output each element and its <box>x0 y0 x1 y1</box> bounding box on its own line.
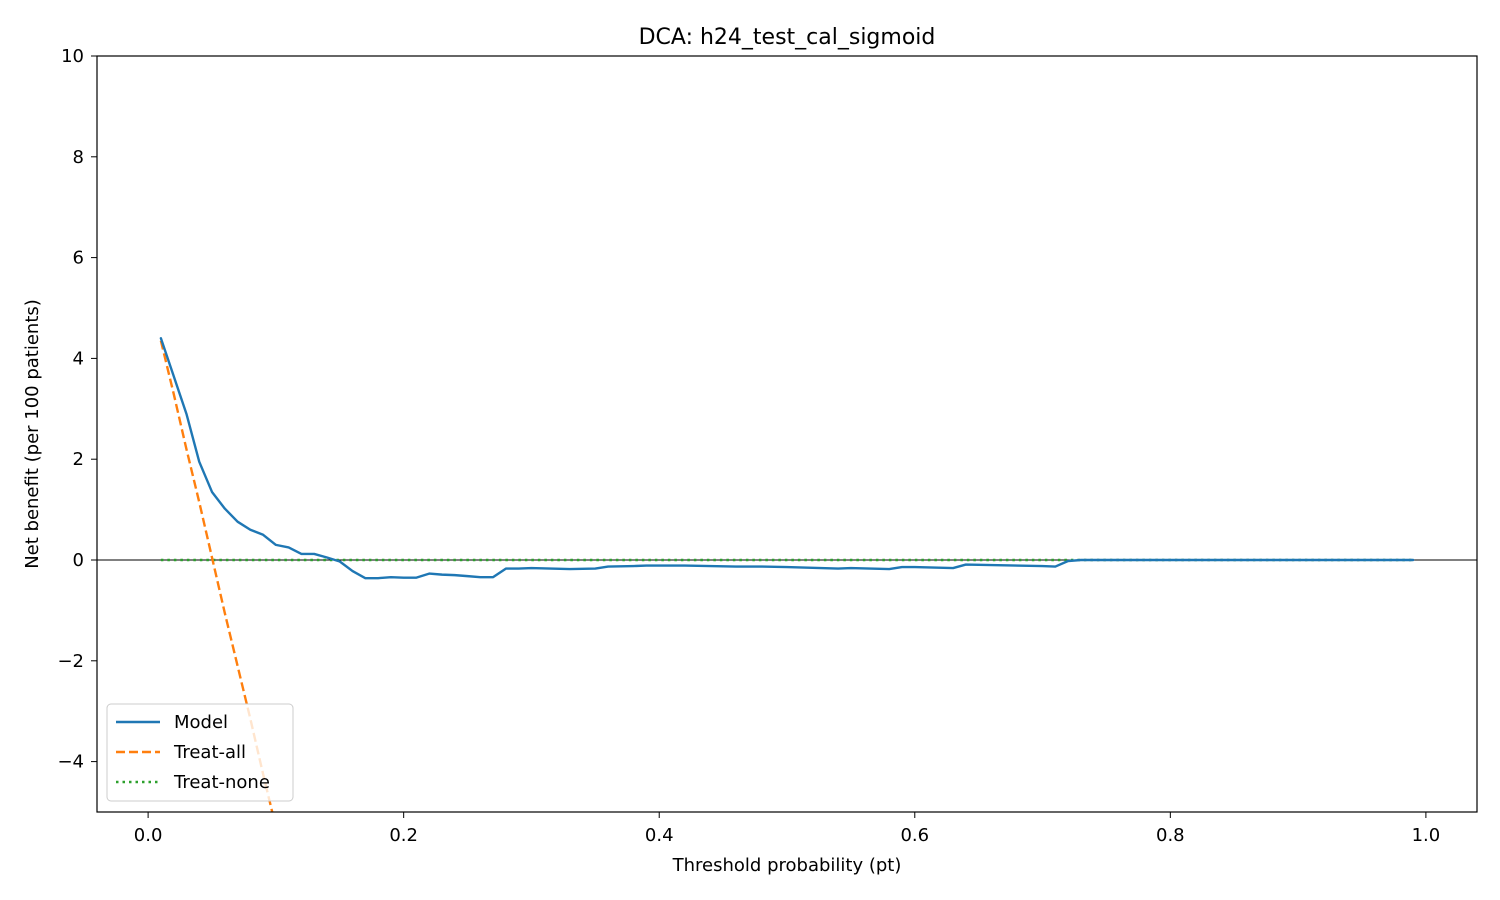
y-tick-label: −2 <box>57 651 84 672</box>
y-tick-label: 6 <box>73 248 84 269</box>
x-tick-label: 0.4 <box>645 825 674 846</box>
y-tick-label: 10 <box>61 46 84 67</box>
y-tick-label: −4 <box>57 752 84 773</box>
x-axis-label: Threshold probability (pt) <box>672 855 902 876</box>
chart-title: DCA: h24_test_cal_sigmoid <box>639 25 936 50</box>
legend-box <box>106 703 294 802</box>
plot-frame <box>96 55 1478 813</box>
x-tick-label: 0.6 <box>900 825 929 846</box>
legend-label-treat-all: Treat-all <box>173 742 246 763</box>
y-axis-label: Net benefit (per 100 patients) <box>22 299 43 569</box>
y-tick-label: 4 <box>73 348 84 369</box>
y-tick-label: 0 <box>73 550 84 571</box>
x-tick-label: 1.0 <box>1412 825 1441 846</box>
legend-label-treat-none: Treat-none <box>173 772 270 793</box>
x-tick-label: 0.2 <box>389 825 418 846</box>
legend: Model Treat-all Treat-none <box>106 703 294 802</box>
legend-label-model: Model <box>174 712 228 733</box>
y-axis: −4 −2 0 2 4 6 8 10 <box>57 46 97 773</box>
x-tick-label: 0.8 <box>1156 825 1185 846</box>
x-tick-label: 0.0 <box>134 825 163 846</box>
series-line-model <box>159 337 1415 580</box>
x-axis: 0.0 0.2 0.4 0.6 0.8 1.0 <box>134 812 1440 846</box>
y-tick-label: 8 <box>73 147 84 168</box>
y-tick-label: 2 <box>73 449 84 470</box>
